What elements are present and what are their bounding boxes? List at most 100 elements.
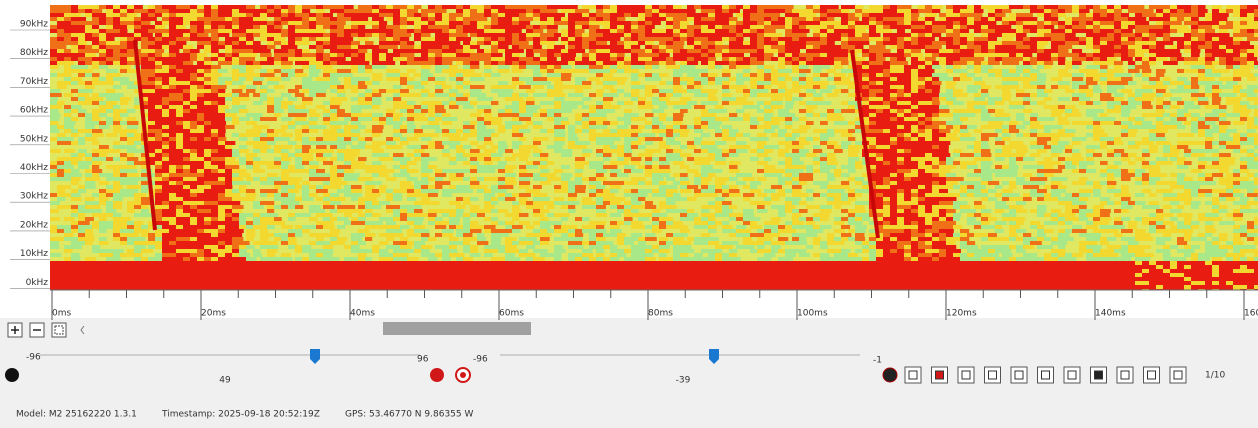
spectrogram-cell (463, 41, 471, 45)
spectrogram-cell (1254, 53, 1258, 57)
spectrogram-cell (1254, 73, 1258, 77)
spectrogram-cell (820, 37, 827, 41)
spectrogram-cell (99, 153, 107, 157)
spectrogram-cell (1100, 33, 1108, 37)
spectrogram-cell (253, 81, 262, 85)
spectrogram-cell (995, 113, 1003, 117)
spectrogram-cell (1121, 153, 1129, 157)
spectrogram-cell (568, 5, 578, 9)
spectrogram-cell (162, 5, 170, 9)
spectrogram-cell (1128, 81, 1137, 85)
spectrogram-cell (1156, 141, 1164, 145)
spectrogram-cell (946, 133, 957, 137)
spectrogram-cell (778, 65, 785, 69)
spectrogram-cell (85, 89, 93, 93)
spectrogram-cell (260, 17, 267, 21)
spectrogram-cell (764, 65, 774, 69)
spectrogram-cell (1240, 69, 1250, 73)
spectrogram-cell (428, 133, 439, 137)
spectrogram-cell (554, 93, 565, 97)
spectrogram-cell (512, 133, 523, 137)
spectrogram-cell (645, 149, 653, 153)
spectrogram-cell (764, 117, 772, 121)
spectrogram-cell (218, 9, 226, 13)
spectrogram-cell (554, 77, 561, 81)
spectrogram-cell (1072, 113, 1081, 117)
spectrogram-cell (848, 41, 856, 45)
spectrogram-cell (337, 93, 345, 97)
spectrogram-cell (799, 149, 809, 153)
spectrogram-cell (316, 53, 323, 57)
spectrogram-cell (1191, 53, 1200, 57)
spectrogram-cell (883, 93, 891, 97)
spectrogram-cell (610, 93, 619, 97)
spectrogram-cell (414, 37, 422, 41)
spectrogram-cell (659, 113, 667, 117)
spectrogram-cell (127, 121, 138, 125)
spectrogram-cell (211, 105, 218, 109)
spectrogram-cell (1016, 101, 1023, 105)
spectrogram-cell (694, 81, 702, 85)
spectrogram-cell (176, 17, 183, 21)
spectrogram-cell (1170, 149, 1180, 153)
spectrogram-cell (1163, 29, 1170, 33)
spectrogram-cell (827, 13, 835, 17)
spectrogram-cell (50, 121, 58, 125)
spectrogram-cell (883, 9, 891, 13)
spectrogram-cell (932, 85, 940, 89)
spectrogram-cell (813, 33, 820, 37)
spectrogram-cell (57, 101, 64, 105)
spectrogram-cell (799, 125, 811, 129)
spectrogram-cell (1170, 21, 1182, 25)
spectrogram-cell (666, 29, 673, 33)
spectrogram-cell (393, 137, 401, 141)
spectrogram-cell (372, 65, 380, 69)
spectrogram-cell (190, 153, 198, 157)
spectrogram-cell (897, 57, 906, 61)
spectrogram-cell (1065, 5, 1073, 9)
spectrogram-cell (1121, 57, 1133, 61)
spectrogram-cell (582, 149, 592, 153)
spectrogram-cell (981, 65, 993, 69)
spectrogram-cell (218, 109, 226, 113)
spectrogram-cell (974, 105, 986, 109)
spectrogram-cell (1254, 65, 1258, 69)
spectrogram-cell (953, 149, 962, 153)
spectrogram-cell (1086, 113, 1097, 117)
spectrogram-cell (1233, 73, 1240, 77)
spectrogram-cell (253, 65, 262, 69)
spectrogram-cell (316, 145, 327, 149)
spectrogram-cell (631, 81, 640, 85)
spectrogram-cell (540, 69, 547, 73)
spectrogram-cell (918, 17, 926, 21)
spectrogram-cell (1198, 57, 1205, 61)
spectrogram-cell (1212, 53, 1220, 57)
spectrogram-cell (603, 65, 611, 69)
spectrogram-cell (911, 89, 919, 93)
spectrogram-cell (85, 85, 95, 89)
spectrogram-cell (372, 101, 382, 105)
spectrogram-cell (869, 81, 877, 85)
spectrogram-cell (106, 105, 113, 109)
spectrogram-cell (1198, 101, 1209, 105)
spectrogram-cell (624, 121, 631, 125)
spectrogram-cell (449, 57, 456, 61)
spectrogram-cell (337, 97, 347, 101)
spectrogram-cell (918, 101, 926, 105)
spectrogram-cell (799, 141, 810, 145)
spectrogram-cell (1065, 105, 1076, 109)
spectrogram-cell (519, 149, 531, 153)
spectrogram-cell (827, 93, 838, 97)
spectrogram-cell (1065, 33, 1076, 37)
spectrogram-cell (470, 113, 481, 117)
spectrogram-cell (71, 57, 78, 61)
spectrogram-cell (799, 33, 807, 37)
spectrogram-cell (239, 109, 248, 113)
spectrogram-cell (575, 145, 587, 149)
spectrogram-cell (799, 9, 807, 13)
spectrogram-cell (470, 101, 477, 105)
spectrogram-cell (239, 145, 247, 149)
spectrogram-cell (1163, 9, 1170, 13)
spectrogram-cell (260, 125, 269, 129)
spectrogram-cell (764, 129, 775, 133)
